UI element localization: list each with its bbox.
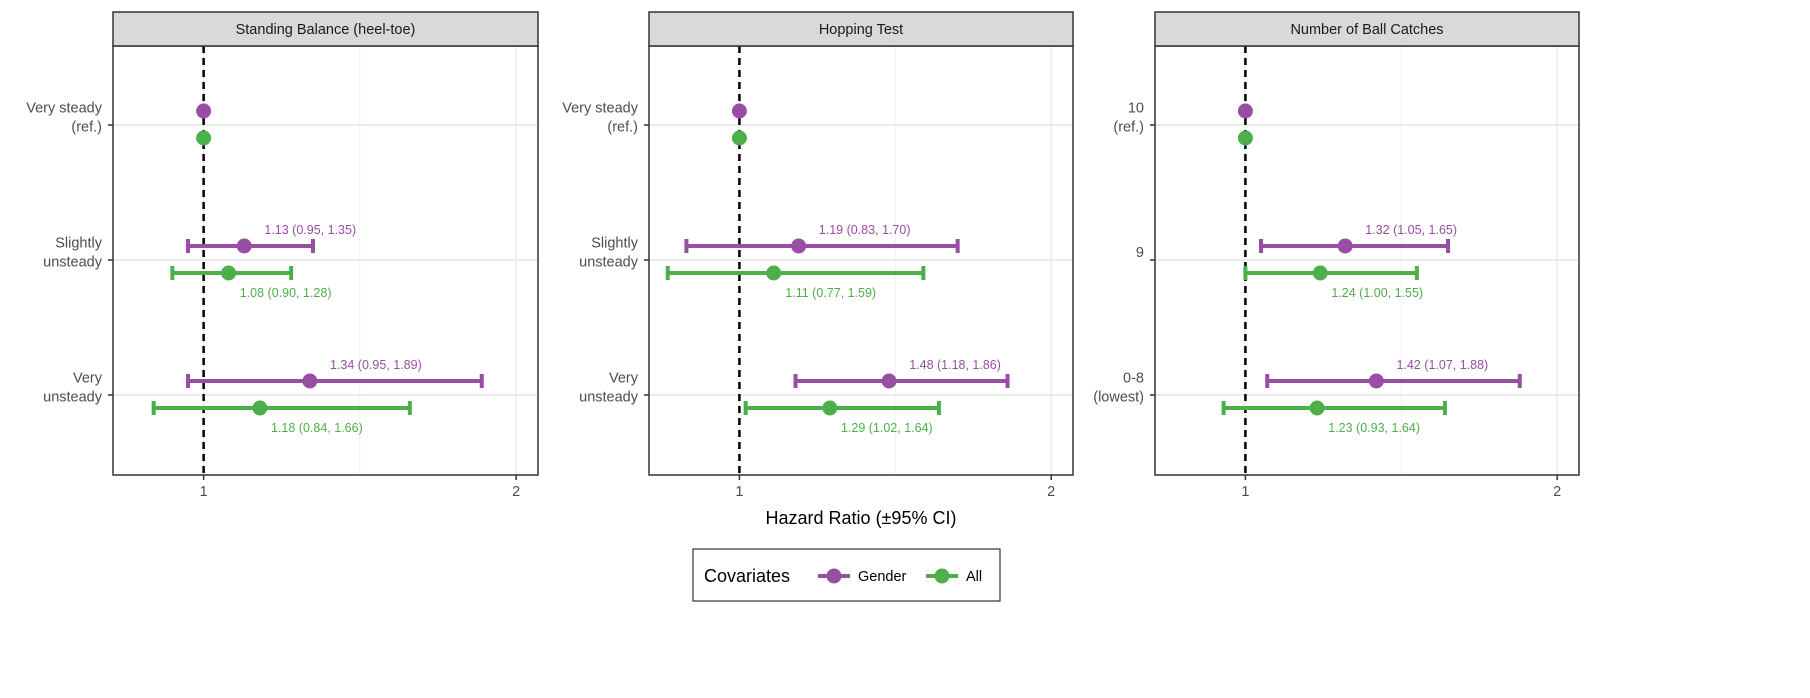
- y-tick-label: 9: [1136, 245, 1144, 261]
- panel-strip: [1154, 11, 1580, 47]
- hazard-ratio-point: [881, 373, 897, 389]
- x-tick-label: 1: [1241, 484, 1249, 500]
- hazard-ratio-point: [731, 103, 747, 119]
- y-tick-label: unsteady: [579, 390, 639, 406]
- x-tick-label: 2: [512, 484, 520, 500]
- y-tick-label: unsteady: [579, 255, 639, 271]
- x-tick-label: 2: [1553, 484, 1561, 500]
- y-tick-label: Slightly: [591, 236, 638, 252]
- hazard-ratio-point: [196, 130, 212, 146]
- data-label: 1.24 (1.00, 1.55): [1331, 286, 1423, 300]
- y-tick-label: Very: [609, 371, 639, 387]
- y-tick-label: 0-8: [1123, 371, 1144, 387]
- panel-strip: [648, 11, 1074, 47]
- data-label: 1.48 (1.18, 1.86): [909, 358, 1001, 372]
- data-label: 1.32 (1.05, 1.65): [1365, 223, 1457, 237]
- hazard-ratio-point: [766, 265, 782, 281]
- panel-title: Number of Ball Catches: [1290, 22, 1443, 38]
- y-tick-label: Very steady: [562, 101, 639, 117]
- hazard-ratio-point: [1237, 103, 1253, 119]
- x-tick-label: 1: [200, 484, 208, 500]
- hazard-ratio-point: [731, 130, 747, 146]
- hazard-ratio-point: [196, 103, 212, 119]
- x-axis-title: Hazard Ratio (±95% CI): [766, 508, 957, 528]
- y-tick-label: 10: [1128, 101, 1144, 117]
- y-tick-label: (ref.): [71, 120, 102, 136]
- hazard-ratio-point: [822, 400, 838, 416]
- hazard-ratio-point: [1312, 265, 1328, 281]
- legend-entry-label: Gender: [858, 569, 907, 585]
- legend-key-point: [934, 568, 950, 584]
- hazard-ratio-point: [791, 238, 807, 254]
- data-label: 1.18 (0.84, 1.66): [271, 421, 363, 435]
- data-label: 1.13 (0.95, 1.35): [264, 223, 356, 237]
- data-label: 1.34 (0.95, 1.89): [330, 358, 422, 372]
- data-label: 1.08 (0.90, 1.28): [240, 286, 332, 300]
- y-tick-label: unsteady: [43, 255, 103, 271]
- panel-strip: [112, 11, 539, 47]
- data-label: 1.29 (1.02, 1.64): [841, 421, 933, 435]
- hazard-ratio-point: [1337, 238, 1353, 254]
- hazard-ratio-point: [1368, 373, 1384, 389]
- hazard-ratio-point: [252, 400, 268, 416]
- hazard-ratio-point: [236, 238, 252, 254]
- y-tick-label: Slightly: [55, 236, 102, 252]
- hazard-ratio-point: [302, 373, 318, 389]
- data-label: 1.11 (0.77, 1.59): [785, 286, 876, 300]
- hazard-ratio-point: [221, 265, 237, 281]
- legend-title: Covariates: [704, 566, 790, 586]
- hazard-ratio-point: [1237, 130, 1253, 146]
- x-tick-label: 1: [735, 484, 743, 500]
- y-tick-label: (lowest): [1093, 390, 1144, 406]
- x-tick-label: 2: [1047, 484, 1055, 500]
- data-label: 1.42 (1.07, 1.88): [1396, 358, 1488, 372]
- y-tick-label: Very steady: [26, 101, 103, 117]
- y-tick-label: unsteady: [43, 390, 103, 406]
- y-tick-label: Very: [73, 371, 103, 387]
- data-label: 1.23 (0.93, 1.64): [1328, 421, 1420, 435]
- panel-title: Standing Balance (heel-toe): [236, 22, 416, 38]
- legend-key-point: [826, 568, 842, 584]
- legend-entry-label: All: [966, 569, 982, 585]
- panel-title: Hopping Test: [819, 22, 903, 38]
- y-tick-label: (ref.): [607, 120, 638, 136]
- y-tick-label: (ref.): [1113, 120, 1144, 136]
- data-label: 1.19 (0.83, 1.70): [819, 223, 911, 237]
- hazard-ratio-point: [1309, 400, 1325, 416]
